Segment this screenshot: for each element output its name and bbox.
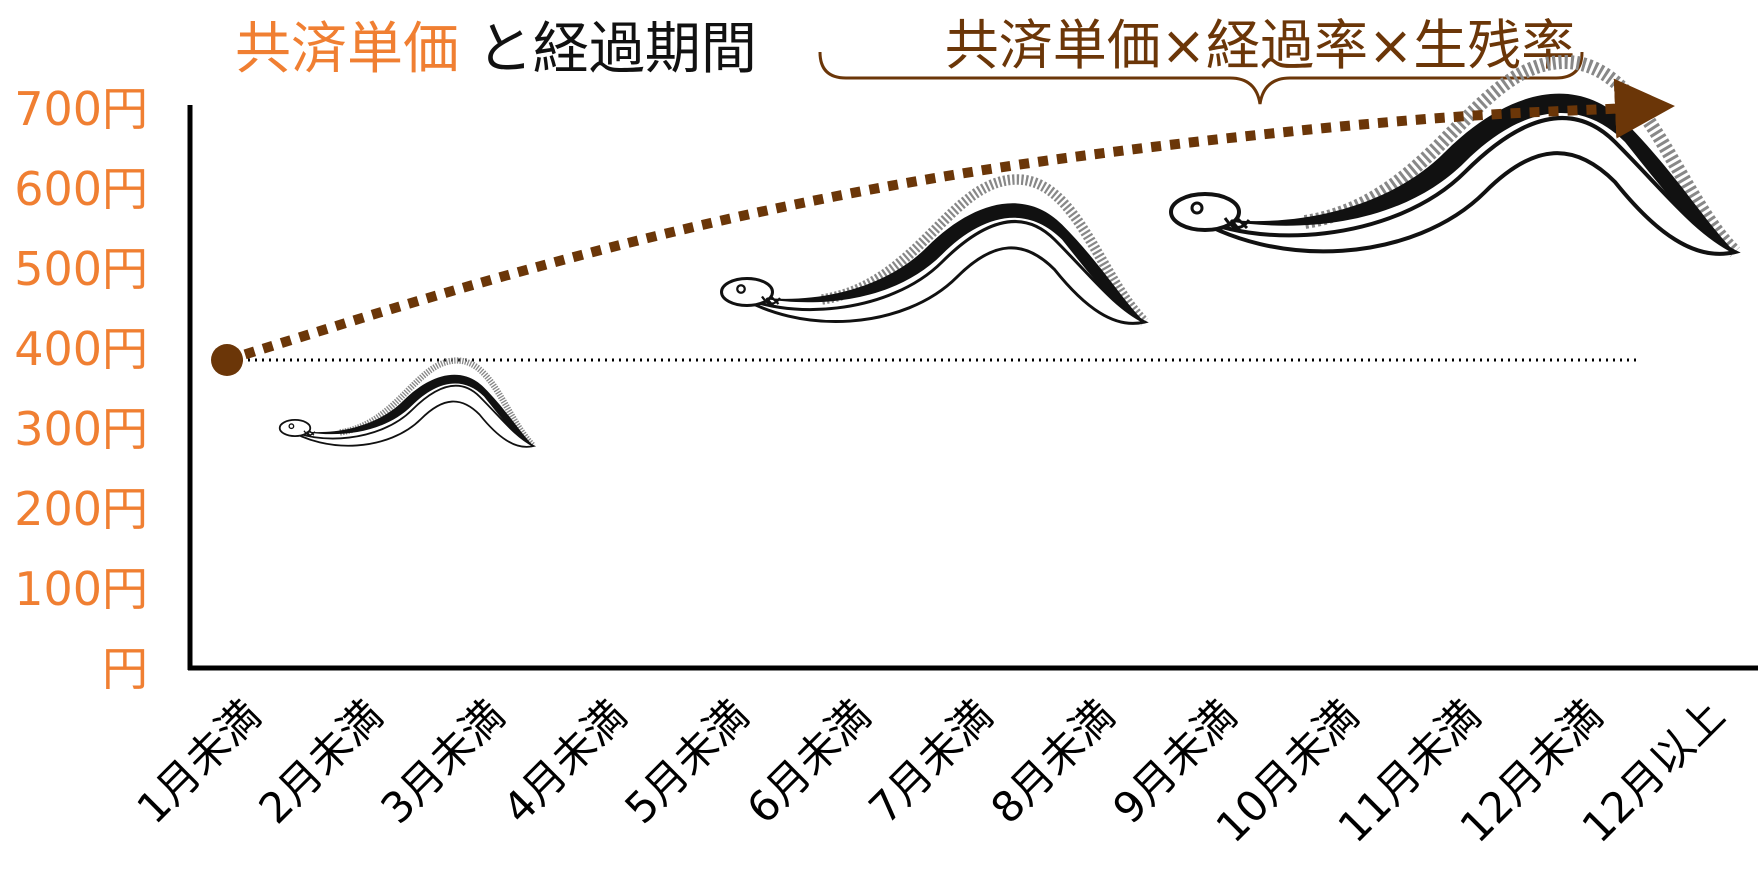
eel-illustrations [278, 54, 1741, 449]
formula-text: 共済単価×経過率×生残率 [945, 14, 1576, 77]
eel-illustration [278, 357, 537, 449]
eel-eye [288, 423, 295, 430]
eel-body [286, 374, 534, 446]
eel-belly [731, 220, 1149, 325]
y-tick-label: 400円 [14, 322, 148, 376]
formula-annotation: 共済単価×経過率×生残率 [818, 14, 1584, 105]
y-tick-label: 円 [102, 642, 148, 696]
eel-head [1169, 192, 1241, 232]
x-tick-label: 2月未満 [249, 690, 392, 833]
y-tick-label: 700円 [14, 82, 148, 136]
eel-illustration [1169, 54, 1741, 257]
eel-fin [339, 357, 536, 449]
eel-eye [736, 284, 746, 294]
x-tick-label: 3月未満 [371, 690, 514, 833]
series [211, 78, 1675, 376]
eel-illustration [720, 174, 1149, 326]
y-tick-label: 100円 [14, 562, 148, 616]
eel-fin [821, 174, 1149, 326]
x-tick-label: 4月未満 [493, 690, 636, 833]
eel-pectoral-fin [761, 295, 781, 308]
eel-head [720, 277, 774, 307]
x-tick-label: 6月未満 [737, 690, 880, 833]
chart-title: 共済単価 と経過期間 [235, 17, 757, 82]
eel-body [732, 203, 1145, 323]
eel-pectoral-fin [303, 430, 316, 438]
x-tick-label: 8月未満 [981, 690, 1124, 833]
eel-eye [1190, 201, 1204, 215]
start-point [211, 344, 243, 376]
x-tick-label: 5月未満 [615, 690, 758, 833]
chart-title-part-1: と経過期間 [477, 17, 757, 82]
eel-fin [1303, 54, 1740, 257]
eel-pectoral-fin [1223, 216, 1251, 233]
x-tick-label: 7月未満 [859, 690, 1002, 833]
eel-head [278, 418, 312, 438]
y-tick-label: 300円 [14, 402, 148, 456]
y-tick-label: 600円 [14, 162, 148, 216]
x-tick-labels: 1月未満2月未満3月未満4月未満5月未満6月未満7月未満8月未満9月未満10月未… [127, 690, 1734, 852]
y-tick-label: 200円 [14, 482, 148, 536]
formula-brace [818, 51, 1584, 105]
x-tick-label: 1月未満 [127, 690, 270, 833]
trend-curve [225, 78, 1675, 365]
chart-title-part-0: 共済単価 [235, 17, 459, 82]
y-tick-label: 500円 [14, 242, 148, 296]
